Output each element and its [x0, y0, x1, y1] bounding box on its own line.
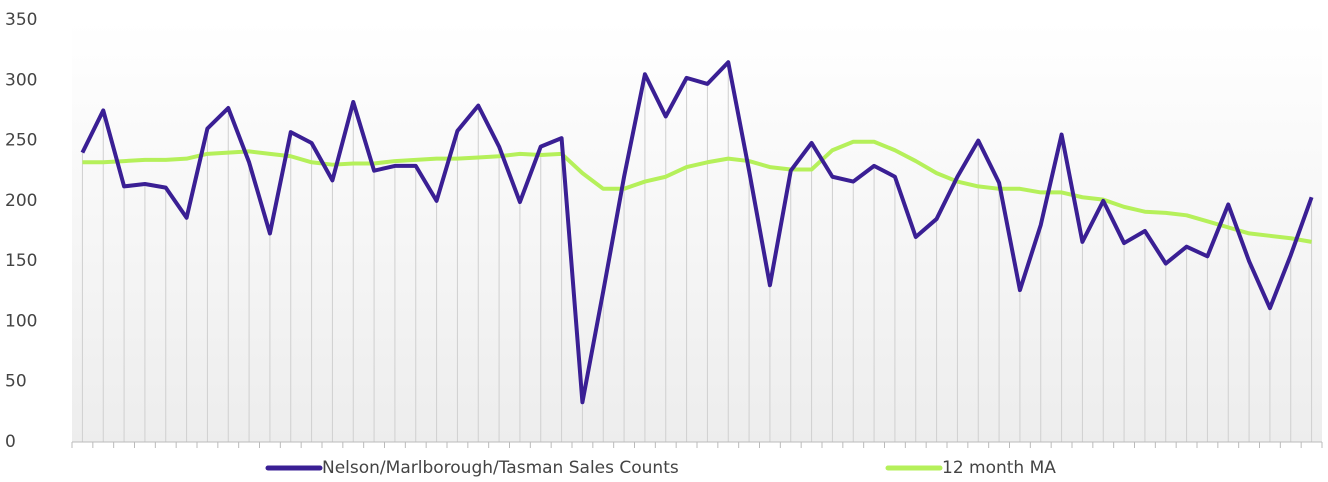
y-tick-label: 0 — [5, 432, 16, 452]
y-tick-label: 50 — [5, 372, 27, 392]
y-tick-label: 300 — [5, 70, 37, 90]
y-tick-label: 150 — [5, 251, 37, 271]
y-tick-label: 250 — [5, 131, 37, 151]
y-tick-label: 100 — [5, 311, 37, 331]
legend-label: Nelson/Marlborough/Tasman Sales Counts — [322, 458, 679, 478]
y-tick-label: 350 — [5, 10, 37, 30]
series-line — [80, 60, 1314, 405]
plot-background — [72, 20, 1322, 442]
legend-label: 12 month MA — [942, 458, 1056, 478]
y-tick-label: 200 — [5, 191, 37, 211]
